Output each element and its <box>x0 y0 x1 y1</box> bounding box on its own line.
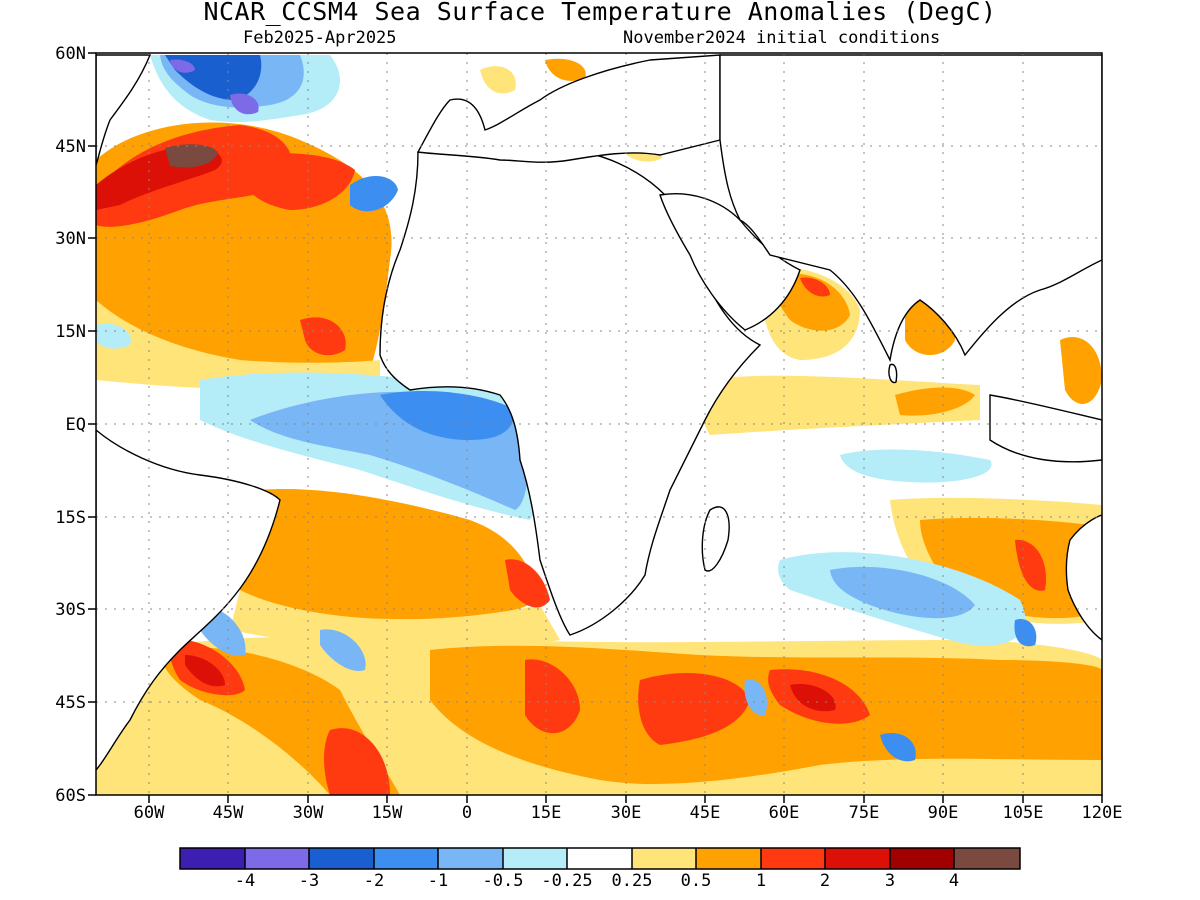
cold-band-south-indian <box>840 449 992 483</box>
colorbar-segment-7 <box>567 848 632 869</box>
strong-warm-gulf-of-oman <box>800 277 830 297</box>
strong-warm-southern-ocean-west <box>324 728 390 795</box>
extreme-warm-gulf-stream <box>165 144 218 168</box>
north-america-outline <box>96 54 152 166</box>
colorbar-segment-1 <box>180 848 245 869</box>
colorbar-segment-11 <box>825 848 890 869</box>
cold-patch-azores <box>350 175 398 212</box>
colorbar-segment-12 <box>890 848 954 869</box>
initial-conditions: November2024 initial conditions <box>623 28 941 48</box>
strong-warm-west-australia <box>1015 539 1046 591</box>
colorbar-label: 1 <box>755 871 767 891</box>
strong-warm-south-of-africa-2 <box>638 672 750 745</box>
colorbar-segment-4 <box>374 848 438 869</box>
colorbar-label: -2 <box>363 871 385 891</box>
cold-patch-southern-ocean <box>880 732 916 762</box>
strong-warm-south-of-africa-1 <box>525 659 580 734</box>
warm-southern-ocean-central <box>430 645 1102 785</box>
forecast-period: Feb2025-Apr2025 <box>243 28 397 48</box>
asia-outline <box>719 54 1102 363</box>
lon-label-15w: 15W <box>371 803 403 823</box>
warm-baltic <box>545 58 586 81</box>
lon-label-45w: 45W <box>212 803 244 823</box>
strong-cold-gulf-of-guinea <box>380 390 515 440</box>
warm-north-sea <box>480 66 516 94</box>
cold-patch-south-indian-small <box>744 679 768 716</box>
cold-patch-south-atlantic-2 <box>320 629 366 671</box>
lon-label-30e: 30E <box>610 803 642 823</box>
weak-warm-north-indian <box>699 375 980 435</box>
lon-label-90e: 90E <box>927 803 959 823</box>
colorbar-segment-8 <box>632 848 696 869</box>
lon-label-45e: 45E <box>689 803 721 823</box>
colorbar-label: 0.5 <box>680 871 712 891</box>
strong-cold-subtropical-indian <box>1014 619 1037 647</box>
colorbar-label: -1 <box>427 871 449 891</box>
moderate-cold-subtropical-indian <box>830 566 975 619</box>
chart-title: NCAR_CCSM4 Sea Surface Temperature Anoma… <box>203 0 997 26</box>
south-america-outline <box>96 429 281 772</box>
warm-south-atlantic <box>236 489 540 622</box>
lon-label-120e: 120E <box>1081 803 1123 823</box>
cold-caribbean <box>96 323 131 349</box>
indonesia-outline <box>989 394 1102 463</box>
warm-west-africa <box>300 317 346 356</box>
lon-label-30w: 30W <box>292 803 324 823</box>
colorbar-segment-2 <box>245 848 309 869</box>
very-strong-warm-south-indian <box>790 684 836 712</box>
colorbar-label: 4 <box>948 871 960 891</box>
madagascar-outline <box>701 506 730 572</box>
lat-label-15s: 15S <box>55 508 86 528</box>
lat-label-45n: 45N <box>55 137 86 157</box>
strong-warm-benguela <box>505 559 550 608</box>
colorbar-label: 2 <box>819 871 831 891</box>
colorbar-segment-3 <box>309 848 374 869</box>
australia-outline <box>1065 514 1102 641</box>
lat-label-60s: 60S <box>55 786 86 806</box>
graticule <box>96 53 1102 795</box>
very-strong-cold-labrador <box>170 59 195 73</box>
lon-label-75e: 75E <box>848 803 880 823</box>
warm-east-indian <box>895 387 975 416</box>
lon-label-0: 0 <box>461 803 473 823</box>
axis-ticks <box>88 52 1103 803</box>
weak-warm-south-atlantic-edge <box>230 590 560 651</box>
colorbar <box>179 847 1021 870</box>
colorbar-segment-10 <box>761 848 825 869</box>
colorbar-segment-6 <box>503 848 567 869</box>
colorbar-label: -0.5 <box>482 871 524 891</box>
lat-label-30s: 30S <box>55 600 86 620</box>
warm-west-pacific-rim <box>1060 336 1102 404</box>
very-strong-cold-labrador-2 <box>230 93 259 115</box>
weak-warm-north-atlantic <box>96 300 380 390</box>
colorbar-label: 3 <box>884 871 896 891</box>
lat-label-eq: EQ <box>65 415 86 435</box>
colorbar-segment-5 <box>438 848 503 869</box>
sri-lanka-outline <box>888 363 898 384</box>
lon-label-15e: 15E <box>530 803 562 823</box>
colorbar-segment-9 <box>696 848 761 869</box>
colorbar-label: 0.25 <box>611 871 653 891</box>
lat-label-30n: 30N <box>55 229 86 249</box>
very-strong-warm-south-of-brazil <box>185 655 225 687</box>
lon-label-60e: 60E <box>768 803 800 823</box>
colorbar-label: -4 <box>234 871 256 891</box>
warm-mid-atlantic <box>230 153 355 210</box>
colorbar-label: -3 <box>298 871 320 891</box>
lat-label-60n: 60N <box>55 44 86 64</box>
lat-label-45s: 45S <box>55 693 86 713</box>
continents <box>96 54 1102 772</box>
colorbar-label: -0.25 <box>541 871 593 891</box>
lon-label-105e: 105E <box>1002 803 1044 823</box>
colorbar-segment-13 <box>954 848 1020 869</box>
lat-label-15n: 15N <box>55 322 86 342</box>
arabia-outline <box>659 193 801 331</box>
lon-label-60w: 60W <box>133 803 165 823</box>
